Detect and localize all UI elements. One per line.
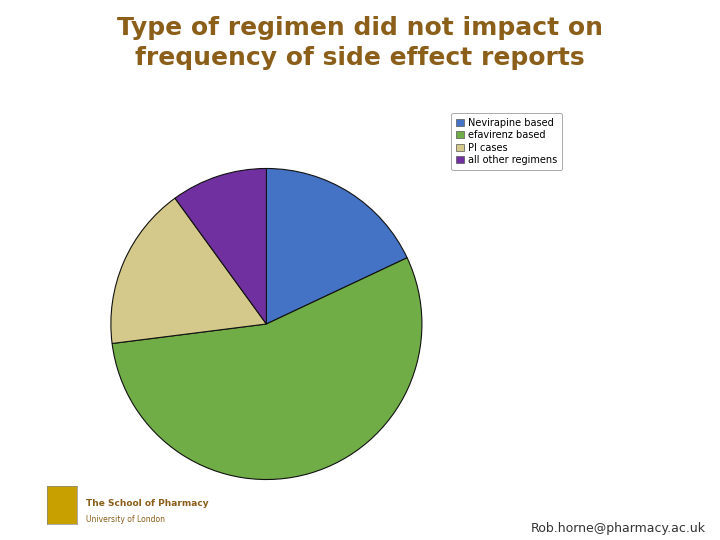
Text: Type of regimen did not impact on
frequency of side effect reports: Type of regimen did not impact on freque… [117, 16, 603, 70]
Text: The School of Pharmacy: The School of Pharmacy [86, 498, 209, 508]
Wedge shape [112, 258, 422, 480]
Text: Rob.horne@pharmacy.ac.uk: Rob.horne@pharmacy.ac.uk [531, 522, 706, 535]
Text: University of London: University of London [86, 515, 166, 524]
Wedge shape [111, 198, 266, 343]
Legend: Nevirapine based, efavirenz based, PI cases, all other regimens: Nevirapine based, efavirenz based, PI ca… [451, 113, 562, 170]
Wedge shape [266, 168, 407, 324]
Wedge shape [175, 168, 266, 324]
